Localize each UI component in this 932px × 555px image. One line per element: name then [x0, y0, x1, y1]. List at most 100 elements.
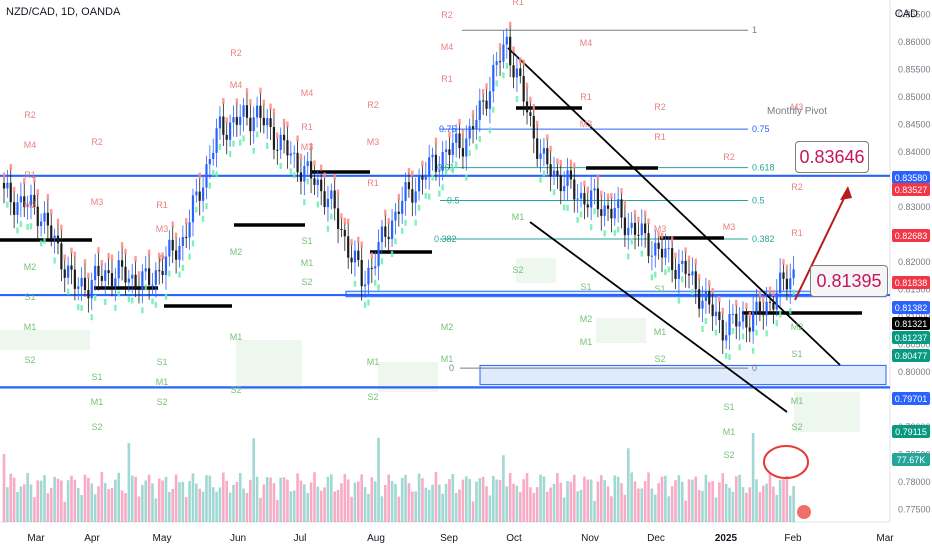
trend-ribbon [50, 209, 53, 216]
volume-bar [289, 491, 293, 522]
candle-body [637, 234, 640, 236]
candle-body [741, 315, 745, 322]
price-tag: 0.79115 [892, 425, 930, 438]
trend-ribbon [320, 164, 323, 171]
pivot-zone-box [516, 258, 556, 283]
pivot-marker: M3 [654, 224, 667, 234]
trend-ribbon [377, 284, 380, 291]
candle-body [542, 148, 546, 154]
volume-bar [441, 493, 444, 522]
pivot-marker: M2 [441, 322, 454, 332]
candle-body [357, 250, 360, 260]
candle-body [617, 199, 620, 208]
candle-body [262, 117, 265, 126]
volume-bar [417, 473, 421, 522]
candle-body [131, 274, 134, 279]
volume-bar [438, 484, 441, 522]
trend-ribbon [303, 199, 306, 206]
trend-ribbon [262, 99, 266, 106]
candle-body [519, 68, 522, 77]
volume-bar [265, 477, 269, 522]
volume-bar [572, 474, 576, 522]
volume-bar [249, 479, 252, 522]
trend-ribbon [255, 131, 259, 138]
trend-ribbon [458, 118, 461, 125]
candle-body [684, 260, 687, 274]
trend-ribbon [46, 193, 50, 200]
channel-upper-line [507, 47, 841, 366]
trend-ribbon [404, 219, 407, 226]
candle-body [650, 255, 653, 257]
volume-bar [535, 487, 539, 522]
volume-bar [697, 490, 701, 522]
trend-ribbon [546, 134, 549, 141]
volume-bar [552, 483, 556, 522]
trend-ribbon [441, 184, 444, 191]
trend-ribbon [228, 150, 232, 157]
volume-bar [758, 492, 762, 522]
volume-bar [647, 472, 650, 522]
volume-bar [603, 480, 606, 522]
trend-ribbon [195, 206, 198, 213]
volume-bar [107, 489, 110, 522]
volume-bar [215, 491, 218, 522]
svg-text:0.81838: 0.81838 [895, 278, 928, 288]
trend-ribbon [39, 240, 43, 247]
candle-body [475, 120, 478, 129]
price-tag: 0.83527 [892, 183, 930, 196]
volume-bar [100, 472, 104, 522]
trend-ribbon [43, 237, 46, 244]
volume-bar [397, 496, 401, 522]
y-tick-label: 0.85000 [898, 92, 931, 102]
volume-bar [407, 483, 411, 522]
trend-ribbon [633, 209, 637, 216]
candle-body [201, 187, 205, 201]
volume-bar [707, 482, 711, 522]
trend-ribbon [147, 249, 151, 256]
y-tick-label: 0.78000 [898, 477, 931, 487]
candle-body [390, 220, 394, 240]
volume-bar [387, 474, 390, 522]
volume-bar [522, 479, 525, 522]
candle-body [276, 149, 279, 151]
volume-bar [130, 475, 134, 522]
volume-bar [637, 488, 640, 522]
x-tick-label: Oct [506, 533, 522, 544]
candle-body [293, 152, 296, 154]
volume-bar [778, 480, 782, 522]
trend-ribbon [417, 204, 421, 211]
trend-ribbon [414, 219, 417, 226]
candle-body [502, 44, 505, 62]
volume-bar [22, 484, 26, 522]
candle-body [556, 170, 559, 176]
volume-bar [566, 481, 569, 522]
volume-bar [87, 477, 90, 522]
volume-bar [93, 494, 97, 522]
volume-bar [306, 493, 310, 522]
candle-body [320, 179, 323, 192]
candle-body [198, 191, 201, 201]
candle-body [353, 250, 357, 263]
candle-body [509, 36, 512, 66]
volume-bar [653, 494, 657, 522]
candle-body [215, 128, 218, 153]
trend-ribbon [478, 135, 481, 142]
trend-ribbon [694, 258, 697, 265]
candle-body [735, 313, 738, 327]
candle-body [667, 248, 670, 250]
volume-bar [414, 491, 417, 522]
candle-body [745, 315, 748, 328]
candle-body [16, 202, 19, 215]
trend-ribbon [488, 127, 492, 134]
pivot-marker: R1 [156, 200, 168, 210]
trend-ribbon [144, 284, 147, 291]
volume-bar [556, 473, 559, 522]
volume-bar [788, 495, 792, 522]
trend-ribbon [751, 347, 755, 354]
trend-ribbon [586, 186, 589, 193]
trend-ribbon [708, 280, 711, 287]
pivot-marker: R1 [580, 92, 592, 102]
y-tick-label: 0.80500 [898, 339, 931, 349]
